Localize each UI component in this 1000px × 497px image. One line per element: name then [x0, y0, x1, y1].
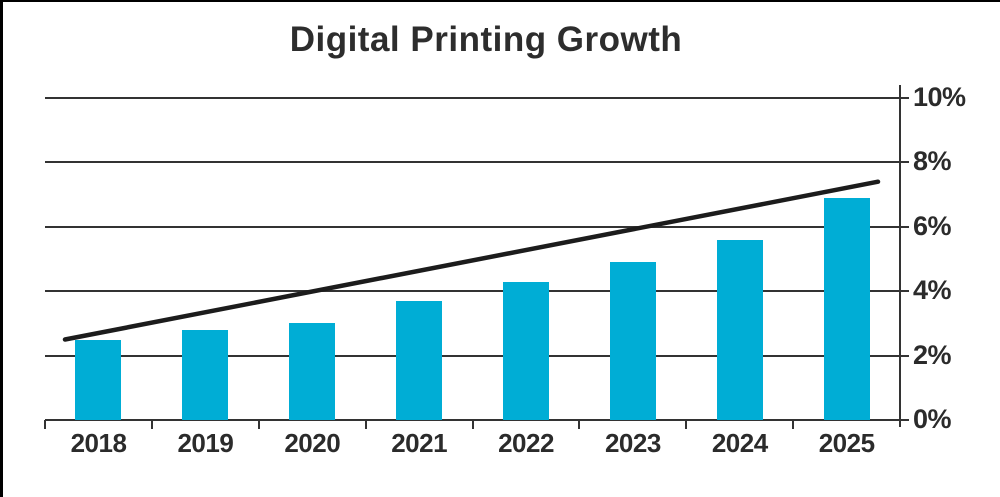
x-axis-tick — [257, 420, 260, 429]
bar-2025 — [823, 197, 870, 420]
y-gridline-0 — [45, 419, 909, 421]
x-axis-tick — [578, 420, 581, 429]
y-tick-label-4: 4% — [913, 275, 952, 306]
y-gridline-8 — [45, 161, 909, 164]
y-tick-label-10: 10% — [913, 82, 966, 112]
x-axis-tick — [685, 420, 688, 429]
frame-left-edge — [0, 0, 3, 497]
x-axis-tick — [792, 420, 795, 429]
y-axis-line — [899, 85, 901, 427]
x-tick-label-2023: 2023 — [604, 428, 661, 458]
y-gridline-10 — [45, 97, 909, 99]
x-tick-label-2024: 2024 — [711, 428, 768, 458]
y-gridline-6 — [45, 225, 909, 228]
bar-2024 — [716, 239, 763, 420]
y-gridline-2 — [45, 354, 909, 357]
frame-top-edge — [0, 0, 1000, 2]
x-tick-label-2018: 2018 — [70, 428, 127, 458]
bar-2020 — [289, 323, 336, 420]
y-tick-label-0: 0% — [913, 404, 952, 434]
x-tick-label-2021: 2021 — [391, 428, 448, 458]
y-gridline-4 — [45, 290, 909, 293]
x-axis-tick — [44, 420, 46, 429]
y-tick-label-6: 6% — [913, 210, 952, 241]
y-tick-label-2: 2% — [913, 339, 952, 370]
x-tick-label-2022: 2022 — [498, 428, 554, 458]
bar-2022 — [502, 281, 549, 420]
x-axis-tick — [150, 420, 153, 429]
x-axis-tick — [471, 420, 474, 429]
bar-2018 — [75, 339, 122, 420]
chart-title: Digital Printing Growth — [289, 20, 683, 59]
x-tick-label-2025: 2025 — [818, 428, 875, 458]
x-tick-label-2019: 2019 — [177, 428, 234, 458]
bar-2023 — [609, 262, 656, 420]
x-tick-label-2020: 2020 — [284, 428, 341, 458]
y-tick-label-8: 8% — [913, 146, 952, 177]
bar-2021 — [396, 300, 443, 420]
bar-2019 — [182, 329, 229, 420]
x-axis-tick — [364, 420, 367, 429]
